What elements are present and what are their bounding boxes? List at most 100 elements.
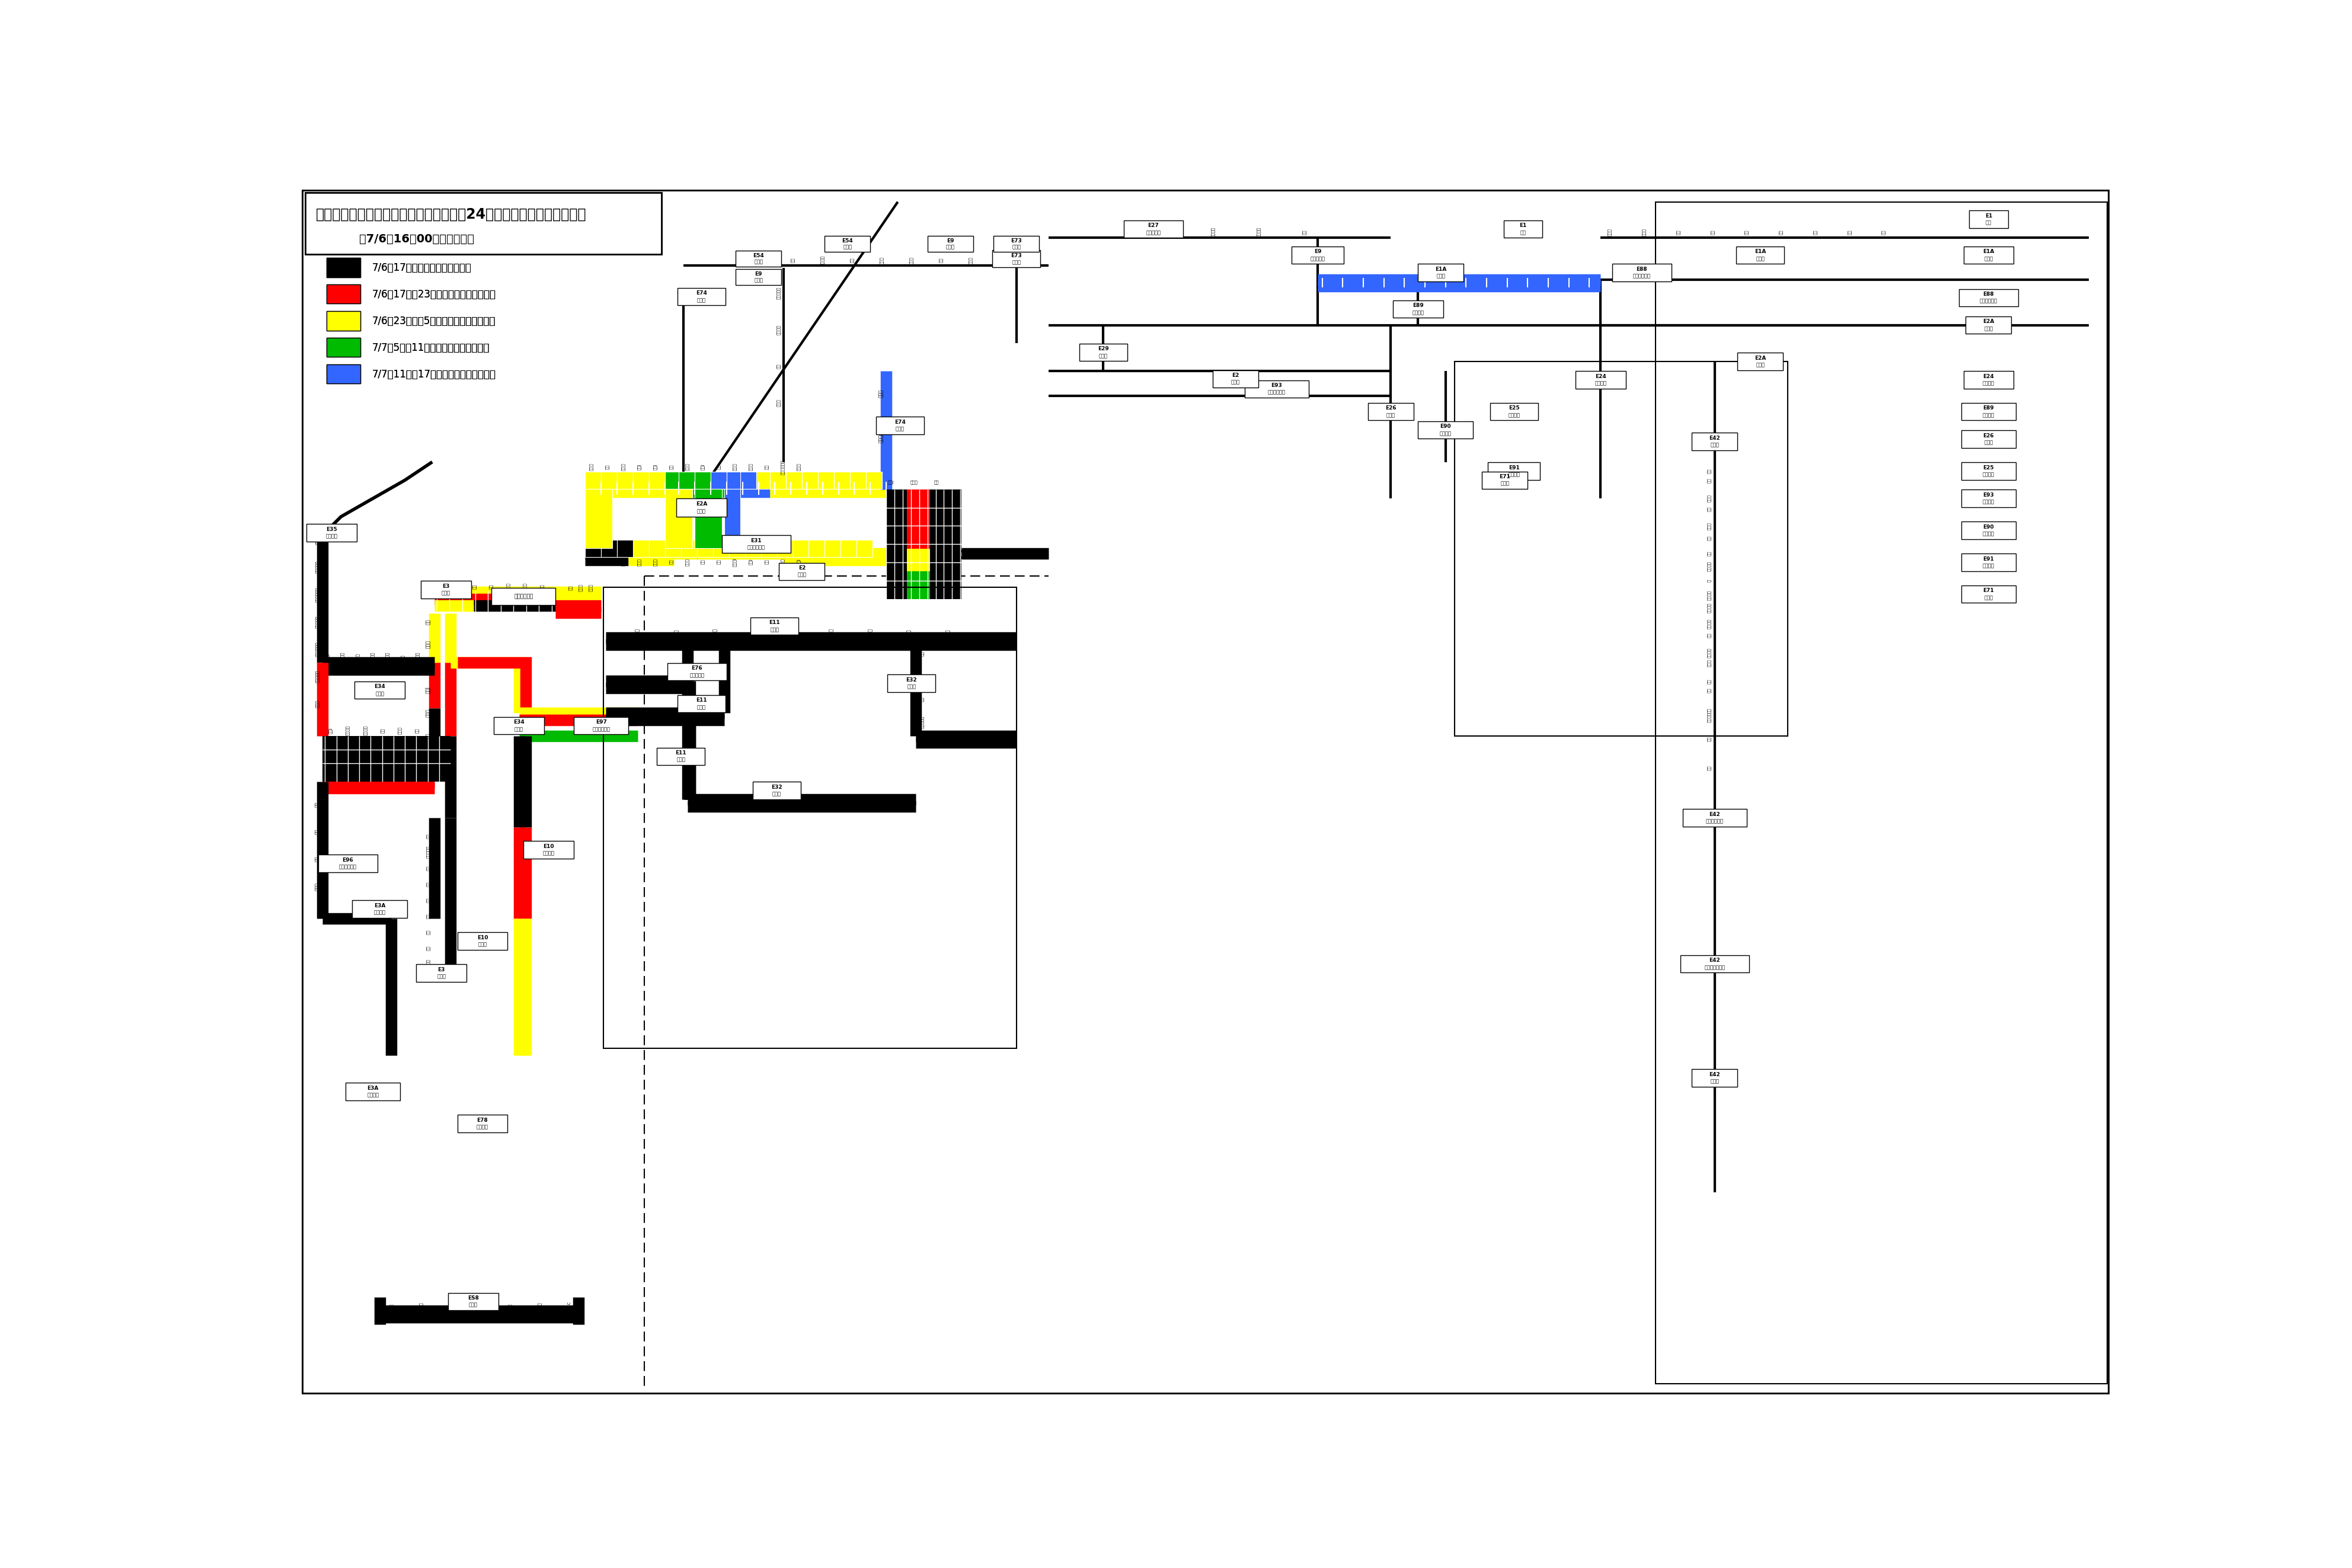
Bar — [656, 748, 706, 765]
Text: 筑紫野: 筑紫野 — [426, 663, 430, 671]
Text: 三刀屋木次: 三刀屋木次 — [776, 287, 781, 299]
Bar — [1959, 289, 2018, 306]
Text: 徳山西: 徳山西 — [684, 558, 689, 566]
Text: 7/7　5時～11時　通行止め開始見込み: 7/7 5時～11時 通行止め開始見込み — [372, 342, 489, 353]
Text: 佐世保大塔: 佐世保大塔 — [315, 615, 320, 627]
Bar — [306, 193, 661, 254]
Text: 多久: 多久 — [381, 728, 383, 732]
Text: 武雄大和: 武雄大和 — [346, 726, 350, 735]
Text: 松江: 松江 — [849, 257, 854, 263]
Bar — [856, 539, 873, 557]
Text: 八幡: 八幡 — [489, 583, 494, 590]
Text: E88: E88 — [1983, 292, 1994, 296]
Text: 7/7　5時～11時　通行止め開始見込み: 7/7 5時～11時 通行止め開始見込み — [372, 342, 489, 353]
Text: 西宮: 西宮 — [1813, 229, 1818, 235]
Text: 関空橋: 関空橋 — [1501, 481, 1510, 486]
Bar — [849, 472, 866, 489]
Bar — [757, 472, 771, 489]
Text: 武雄大和: 武雄大和 — [341, 652, 343, 662]
Bar — [993, 235, 1040, 252]
Text: E42: E42 — [1710, 958, 1719, 963]
Bar — [1080, 343, 1127, 361]
Text: 名護: 名護 — [508, 1303, 513, 1308]
Text: 八代: 八代 — [315, 801, 320, 808]
Bar — [586, 539, 602, 557]
Bar — [327, 284, 360, 304]
Text: 舞鶴東: 舞鶴東 — [1164, 229, 1169, 235]
Text: 小倉東: 小倉東 — [522, 583, 527, 590]
Bar — [694, 472, 710, 489]
Bar — [1962, 489, 2016, 506]
Bar — [1291, 246, 1343, 263]
Bar — [727, 472, 743, 489]
Text: 菊水: 菊水 — [426, 897, 430, 903]
Text: すさみ南: すさみ南 — [1708, 619, 1710, 629]
Text: 第二京阪: 第二京阪 — [1983, 412, 1994, 419]
Text: 東九州道: 東九州道 — [543, 850, 555, 856]
Text: 高松西: 高松西 — [750, 629, 757, 637]
Text: 中国道: 中国道 — [1985, 326, 1992, 331]
Text: 広川: 広川 — [426, 732, 430, 739]
Bar — [666, 489, 691, 549]
Text: E11: E11 — [769, 619, 781, 626]
Text: 京奈和道: 京奈和道 — [1983, 381, 1994, 386]
Text: 松江道: 松江道 — [755, 259, 762, 265]
Text: E2: E2 — [797, 566, 807, 571]
Text: 古賀: 古賀 — [437, 583, 442, 590]
Bar — [1489, 403, 1538, 420]
Bar — [793, 539, 809, 557]
Bar — [586, 489, 612, 549]
Bar — [668, 663, 727, 681]
Text: 広峳J: 広峳J — [887, 480, 894, 485]
Text: 京滋バイパス: 京滋バイパス — [1980, 298, 1997, 304]
Text: 沖縄道: 沖縄道 — [468, 1303, 477, 1308]
Text: 7/6　17時～23時　通行止め開始見込み: 7/6 17時～23時 通行止め開始見込み — [372, 289, 496, 299]
Text: E9: E9 — [755, 271, 762, 276]
Text: 佐賀大和: 佐賀大和 — [372, 652, 374, 662]
Text: 松山道: 松山道 — [677, 757, 684, 762]
Text: 相浦中里: 相浦中里 — [315, 535, 320, 544]
Text: E54: E54 — [842, 238, 854, 243]
Bar — [769, 472, 786, 489]
Text: 美原: 美原 — [1708, 550, 1710, 555]
Text: 太宰府: 太宰府 — [426, 640, 430, 649]
Text: （7/6　16時00分降雨予測）: （7/6 16時00分降雨予測） — [360, 234, 475, 245]
Bar — [1738, 353, 1783, 370]
Text: 広峳東: 広峳東 — [781, 558, 786, 566]
Bar — [729, 539, 746, 557]
Text: 高松中央: 高松中央 — [790, 627, 795, 638]
Bar — [327, 284, 360, 304]
Text: E74: E74 — [894, 419, 906, 425]
Text: 武雄南J: 武雄南J — [325, 652, 329, 662]
Text: E1: E1 — [1519, 223, 1526, 229]
Text: E25: E25 — [1983, 466, 1994, 470]
Text: 広峳東: 広峳東 — [910, 480, 917, 485]
Text: 南九州道: 南九州道 — [374, 909, 386, 916]
Text: 南関: 南関 — [426, 866, 430, 870]
Text: 中国道: 中国道 — [696, 508, 706, 514]
Text: 鈴鹿小御坂道路: 鈴鹿小御坂道路 — [1705, 964, 1724, 971]
Text: 防府西: 防府西 — [637, 558, 642, 566]
Text: 三次東: 三次東 — [776, 398, 781, 406]
Bar — [1418, 422, 1472, 439]
Text: 広峳西風新都: 広峳西風新都 — [877, 426, 884, 442]
Text: 7/7　11時～17時　通行止め開始見込み: 7/7 11時～17時 通行止め開始見込み — [372, 368, 496, 379]
Text: 美祐西: 美祐西 — [588, 463, 593, 470]
Bar — [616, 472, 633, 489]
Text: 許田: 許田 — [388, 1303, 393, 1308]
Text: 那智勝浦: 那智勝浦 — [1708, 648, 1710, 657]
Text: E10: E10 — [477, 935, 487, 941]
Bar — [633, 539, 649, 557]
Bar — [649, 472, 666, 489]
Text: E89: E89 — [1983, 406, 1994, 411]
Text: 崎久有田: 崎久有田 — [416, 652, 419, 662]
Text: 茨木: 茨木 — [1710, 229, 1715, 235]
Bar — [604, 588, 1016, 1049]
Bar — [1962, 554, 2016, 571]
Text: 泉佐野: 泉佐野 — [1708, 659, 1710, 666]
Text: 堺泉北道: 堺泉北道 — [1439, 431, 1451, 436]
Bar — [602, 472, 616, 489]
Text: 坂出北: 坂出北 — [713, 629, 717, 637]
Text: 羽曳野: 羽曳野 — [1708, 494, 1710, 502]
Text: 松江東: 松江東 — [880, 257, 884, 263]
